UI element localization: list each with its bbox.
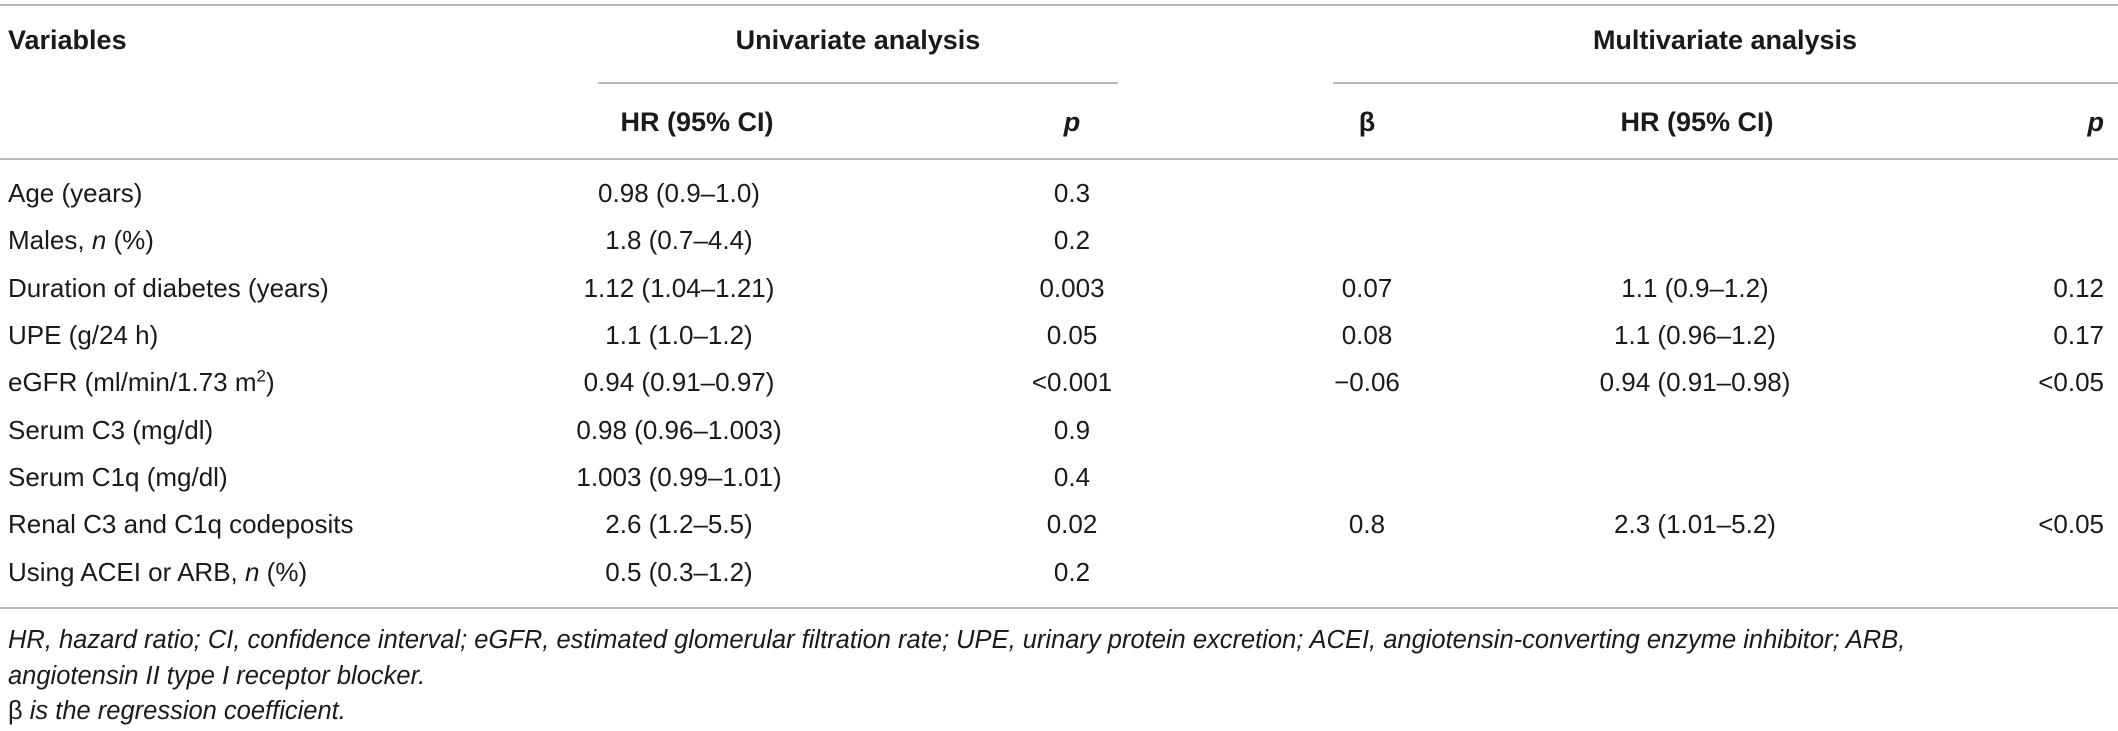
table-row-multi-hr: 0.94 (0.91–0.98) — [1599, 367, 1791, 397]
table-row-multi-p: <0.05 — [2038, 367, 2104, 397]
table-row-uni-hr: 1.8 (0.7–4.4) — [605, 225, 753, 255]
header-uni-p: p — [1063, 107, 1081, 137]
header-uni-hr: HR (95% CI) — [620, 107, 774, 137]
header-rule — [0, 158, 2118, 160]
table-row-uni-hr: 0.94 (0.91–0.97) — [583, 367, 775, 397]
top-rule — [0, 4, 2118, 6]
header-multivariate: Multivariate analysis — [1592, 25, 1858, 55]
table-row-beta: 0.07 — [1341, 273, 1393, 303]
multivariate-group-rule — [1333, 82, 2118, 84]
table-row-beta: −0.06 — [1334, 367, 1400, 397]
variable-superscript: 2 — [256, 366, 266, 386]
table-row-beta: 0.08 — [1341, 320, 1393, 350]
variable-text: Males, — [8, 225, 92, 255]
table-row-uni-hr: 1.12 (1.04–1.21) — [583, 273, 775, 303]
table-row-variable: Serum C1q (mg/dl) — [8, 462, 228, 492]
footnote-abbreviations-line1: HR, hazard ratio; CI, confidence interva… — [8, 626, 1906, 654]
table-row-multi-hr: 2.3 (1.01–5.2) — [1614, 509, 1776, 539]
table-row-variable: Males, n (%) — [8, 224, 154, 256]
table-row-uni-p: 0.02 — [1046, 509, 1098, 539]
table-row-multi-p: 0.12 — [2053, 273, 2104, 303]
table-row-uni-p: 0.003 — [1039, 273, 1105, 303]
table-row-uni-hr: 0.98 (0.96–1.003) — [576, 415, 782, 445]
table-row-multi-hr: 1.1 (0.9–1.2) — [1621, 273, 1769, 303]
footnote-beta-text: is the regression coefficient. — [22, 697, 346, 725]
table-row-variable: Duration of diabetes (years) — [8, 273, 329, 303]
table-row-variable: Renal C3 and C1q codeposits — [8, 509, 354, 539]
table-row-uni-p: 0.2 — [1053, 225, 1091, 255]
header-beta: β — [1358, 107, 1376, 137]
table-row-uni-hr: 0.5 (0.3–1.2) — [605, 557, 753, 587]
variable-text: ) — [265, 367, 275, 397]
table-row-multi-hr: 1.1 (0.96–1.2) — [1614, 320, 1776, 350]
variable-italic: n — [244, 557, 260, 587]
table-row-uni-p: <0.001 — [1031, 367, 1113, 397]
variable-text: (%) — [259, 557, 308, 587]
header-univariate: Univariate analysis — [735, 25, 981, 55]
header-multi-p: p — [2087, 107, 2105, 137]
table-row-uni-hr: 0.98 (0.9–1.0) — [598, 178, 760, 208]
beta-symbol: β — [8, 697, 23, 725]
variable-text: Using ACEI or ARB, — [8, 557, 245, 587]
header-variables: Variables — [8, 25, 127, 55]
table-row-uni-p: 0.2 — [1053, 557, 1091, 587]
table-row-variable: eGFR (ml/min/1.73 m2) — [8, 366, 275, 398]
footnote-beta: β is the regression coefficient. — [8, 695, 346, 727]
table-row-variable: Using ACEI or ARB, n (%) — [8, 556, 307, 588]
variable-text: (%) — [106, 225, 154, 255]
univariate-group-rule — [598, 82, 1118, 84]
table-row-uni-hr: 1.003 (0.99–1.01) — [576, 462, 782, 492]
footnote-abbreviations-line2: angiotensin II type I receptor blocker. — [8, 662, 426, 690]
header-multi-hr: HR (95% CI) — [1620, 107, 1774, 137]
table-row-uni-hr: 1.1 (1.0–1.2) — [605, 320, 753, 350]
variable-italic: n — [91, 225, 107, 255]
table-row-beta: 0.8 — [1348, 509, 1386, 539]
table-row-multi-p: <0.05 — [2038, 509, 2104, 539]
table-row-uni-hr: 2.6 (1.2–5.5) — [605, 509, 753, 539]
table-row-variable: Serum C3 (mg/dl) — [8, 415, 214, 445]
table-row-uni-p: 0.3 — [1053, 178, 1091, 208]
table-row-uni-p: 0.05 — [1046, 320, 1098, 350]
variable-text: eGFR (ml/min/1.73 m — [8, 367, 257, 397]
table-row-uni-p: 0.4 — [1053, 462, 1091, 492]
table-row-variable: Age (years) — [8, 178, 143, 208]
table-row-uni-p: 0.9 — [1053, 415, 1091, 445]
bottom-rule — [0, 607, 2118, 609]
table-row-variable: UPE (g/24 h) — [8, 320, 159, 350]
table-row-multi-p: 0.17 — [2053, 320, 2104, 350]
